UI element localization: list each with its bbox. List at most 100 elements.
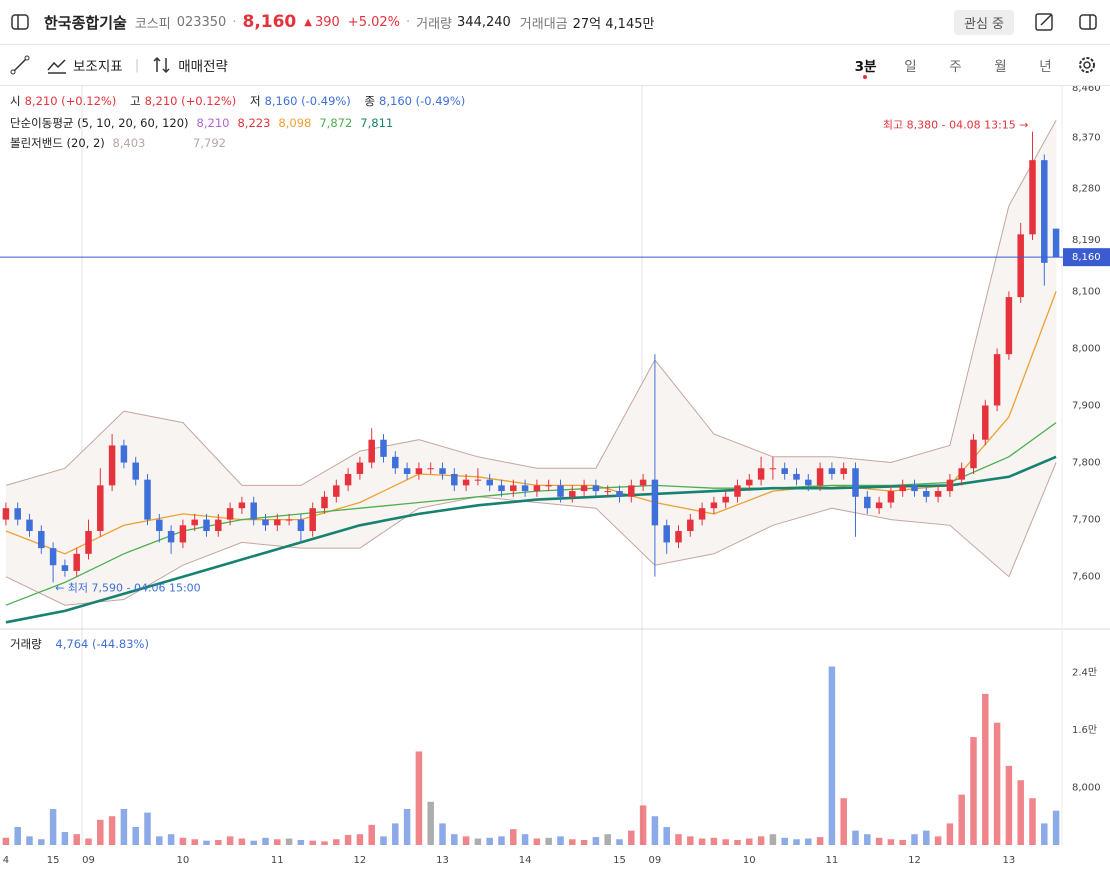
toolbar: 보조지표 | 매매전략 3분 일 주 월 년	[0, 45, 1110, 86]
volume-bar	[533, 838, 541, 845]
market: 코스피	[134, 16, 171, 32]
settings-icon[interactable]	[1076, 54, 1098, 76]
candle-body	[698, 508, 706, 520]
volume-bar	[687, 836, 694, 845]
value: 8,160 (-0.49%)	[264, 94, 351, 108]
volume-bar	[403, 809, 411, 845]
x-tick-label: 12	[354, 855, 367, 866]
candle-body	[746, 479, 753, 486]
volume-bar	[14, 827, 21, 845]
volume-bar	[970, 737, 977, 845]
volume-bar	[840, 798, 847, 845]
y-tick-label: 8,370	[1072, 132, 1101, 143]
volume-bar	[639, 805, 647, 845]
volume-bar	[97, 819, 104, 845]
indicator-icon[interactable]	[46, 55, 68, 75]
ma-value: 7,872	[319, 116, 353, 130]
volume-bar	[852, 830, 859, 845]
candle-body	[592, 485, 600, 492]
change: 390	[314, 14, 340, 30]
interval-tab[interactable]: 3분	[843, 55, 888, 79]
x-tick-label: 09	[649, 855, 662, 866]
candle-body	[321, 496, 328, 509]
volume-bar	[250, 840, 257, 845]
label: 고	[129, 94, 141, 108]
band-fill	[5, 120, 1057, 606]
x-tick-label: 4	[3, 855, 9, 866]
volume-bar	[828, 666, 836, 845]
volume-bar	[887, 839, 895, 845]
volume-bar	[309, 840, 316, 845]
candle-body	[816, 468, 824, 486]
volume-bar	[569, 839, 576, 845]
volume-bar	[474, 838, 482, 845]
candle-body	[934, 491, 942, 497]
volume-bar	[380, 836, 387, 845]
candle-body	[1017, 234, 1024, 298]
candle-body	[486, 479, 493, 486]
volume-bar	[864, 834, 871, 845]
y-tick-label: 7,800	[1072, 458, 1101, 469]
indicator-button[interactable]: 보조지표	[73, 59, 123, 75]
candle-body	[675, 531, 682, 543]
draw-icon[interactable]	[10, 55, 30, 75]
x-tick-label: 10	[743, 855, 756, 866]
candle-body	[722, 496, 729, 503]
volume-bar	[120, 809, 128, 845]
volume-bar	[580, 839, 588, 845]
volume-bar	[61, 832, 69, 845]
volume-bar	[392, 823, 399, 845]
volume-bar	[746, 838, 753, 845]
watch-button[interactable]: 관심 중	[953, 9, 1014, 35]
volume-bar	[698, 838, 706, 845]
strategy-button[interactable]: 매매전략	[178, 59, 228, 75]
volume-bar	[439, 823, 446, 845]
strategy-icon[interactable]	[151, 55, 173, 75]
candle-body	[333, 485, 340, 497]
layout-icon[interactable]	[1078, 12, 1098, 32]
volume-bar	[911, 834, 918, 845]
volume-bar	[238, 838, 246, 845]
candle-body	[85, 531, 92, 554]
band-line	[5, 462, 1057, 606]
volume-bar	[1029, 798, 1036, 845]
volume-bar	[85, 838, 92, 845]
volume-bar	[781, 837, 788, 845]
candle-body	[167, 531, 175, 543]
candle-body	[510, 485, 517, 492]
candle-body	[970, 439, 977, 469]
candle-body	[380, 439, 387, 457]
interval-tab[interactable]: 월	[994, 59, 1007, 75]
price: 8,160	[242, 12, 297, 32]
candle-body	[14, 508, 21, 520]
edit-icon[interactable]	[1034, 12, 1054, 32]
label: 볼린저밴드 (20, 2)	[10, 136, 105, 150]
panel-icon[interactable]	[10, 12, 30, 32]
candle-body	[781, 468, 788, 474]
change-pct: +5.02%	[347, 14, 400, 30]
amount-label: 거래대금	[519, 16, 568, 32]
volume-bar	[722, 839, 729, 845]
x-tick-label: 11	[271, 855, 284, 866]
volume-bar	[451, 834, 458, 845]
volume-bar	[49, 809, 57, 845]
candle-body	[734, 485, 741, 497]
candle-body	[309, 508, 316, 532]
candle-body	[604, 491, 611, 493]
x-tick-label: 14	[519, 855, 532, 866]
ma-value: 8,210	[196, 116, 230, 130]
candle-body	[462, 479, 470, 486]
y-tick-label: 2.4만	[1072, 666, 1097, 678]
interval-tab[interactable]: 주	[949, 59, 962, 75]
value: 7,792	[193, 136, 226, 150]
volume-bar	[769, 834, 777, 845]
volume-bar	[179, 837, 187, 845]
candle-body	[639, 479, 647, 486]
candle-body	[238, 502, 246, 509]
candle-body	[840, 468, 847, 474]
interval-tab[interactable]: 년	[1039, 59, 1052, 75]
candle-body	[828, 468, 836, 474]
interval-tab[interactable]: 일	[904, 59, 917, 75]
candle-body	[403, 468, 411, 474]
candle-body	[120, 445, 128, 463]
